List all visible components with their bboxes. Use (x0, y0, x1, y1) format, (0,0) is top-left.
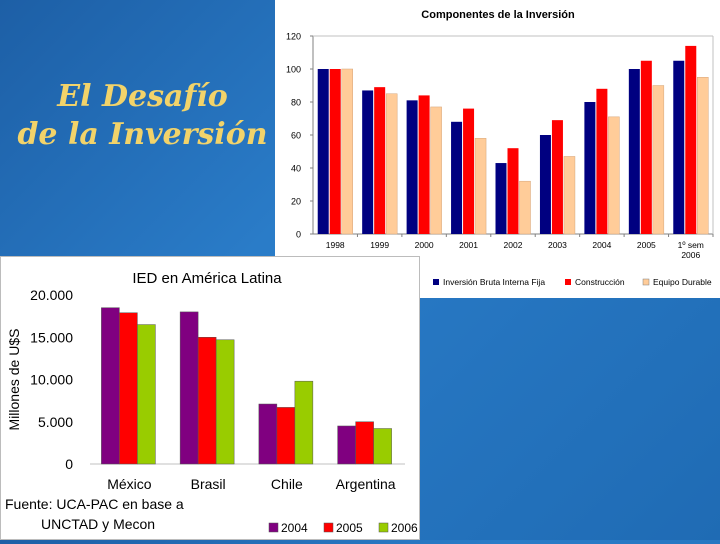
source-note-line-1: Fuente: UCA-PAC en base a (5, 496, 184, 512)
bar-3 (373, 428, 392, 465)
legend-label-3: Equipo Durable (653, 277, 712, 287)
bar-1 (495, 163, 507, 234)
bar-3 (519, 180, 531, 235)
bar-3 (215, 339, 235, 465)
fdi-latin-america-chart: IED en América Latina Millones de U$S 0 5.0… (5, 270, 418, 535)
legend-label-2: 2005 (336, 521, 363, 535)
bar-1 (362, 90, 374, 234)
y-tick-label: 10.000 (30, 372, 73, 388)
legend-swatch-1 (433, 279, 439, 285)
bar-1 (317, 69, 329, 234)
y-tick-label: 0 (296, 230, 301, 240)
bar-3 (563, 156, 576, 235)
bar-3 (137, 324, 156, 465)
legend-label-1: Inversión Bruta Interna Fija (443, 277, 545, 287)
source-note-line-2: UNCTAD y Mecon (41, 516, 155, 532)
chart-title: IED en América Latina (132, 270, 282, 287)
bar-2 (197, 337, 217, 465)
y-tick-label: 20 (291, 197, 301, 207)
bar-3 (608, 116, 620, 235)
y-tick-label: 60 (291, 131, 301, 141)
bar-2 (329, 69, 341, 234)
bar-1 (101, 307, 120, 465)
bar-3 (385, 93, 398, 235)
chart-title: Componentes de la Inversión (421, 9, 575, 21)
x-tick-label: 2004 (592, 240, 611, 250)
legend-label-1: 2004 (281, 521, 308, 535)
y-tick-label: 120 (286, 32, 301, 42)
bar-1 (673, 60, 685, 234)
bar-2 (463, 108, 475, 234)
legend-swatch-3 (378, 522, 389, 533)
bar-3 (697, 77, 709, 235)
bar-2 (596, 88, 608, 234)
legend-swatch-1 (268, 522, 279, 533)
bar-3 (430, 106, 442, 235)
legend-label-2: Construcción (575, 277, 625, 287)
y-axis-title: Millones de U$S (6, 329, 22, 431)
fdi-latin-america-chart-panel: IED en América Latina Millones de U$S 0 5.0… (0, 256, 420, 540)
bar-2 (507, 148, 519, 234)
slide-title-line-1: El Desafío (57, 79, 228, 114)
bar-1 (451, 121, 463, 234)
slide-title-line-2: de la Inversión (17, 117, 268, 152)
x-tick-label: 2000 (415, 240, 434, 250)
bar-2 (119, 312, 138, 465)
investment-components-chart-panel: Componentes de la Inversión 0 20 40 60 80 100 1… (275, 0, 720, 298)
y-tick-label: 100 (286, 65, 301, 75)
bar-3 (652, 85, 665, 235)
x-tick-label-part: 1º sem (678, 240, 704, 250)
x-tick-label: 1998 (326, 240, 345, 250)
x-tick-label: 2002 (504, 240, 523, 250)
bar-1 (584, 102, 596, 234)
bar-3 (341, 68, 353, 235)
x-tick-label: 2001 (459, 240, 478, 250)
y-tick-label: 15.000 (30, 329, 73, 345)
x-tick-label: Chile (271, 476, 303, 492)
bar-1 (406, 100, 418, 234)
x-tick-label-part: 2006 (681, 250, 700, 260)
bar-1 (539, 135, 551, 234)
x-tick-label: México (107, 476, 152, 492)
legend-swatch-3 (642, 278, 650, 286)
bar-1 (628, 69, 640, 234)
bar-1 (179, 311, 199, 465)
y-tick-label: 40 (291, 164, 301, 174)
bar-2 (276, 407, 296, 465)
x-tick-label: 1999 (370, 240, 389, 250)
bar-1 (337, 425, 356, 465)
bar-2 (551, 120, 563, 234)
bar-2 (685, 45, 697, 235)
x-tick-label: 2005 (637, 240, 656, 250)
bar-2 (355, 421, 374, 465)
legend-swatch-2 (565, 279, 571, 285)
bar-2 (374, 87, 386, 235)
y-tick-label: 80 (291, 98, 301, 108)
investment-components-chart: Componentes de la Inversión 0 20 40 60 80 100 1… (286, 9, 714, 287)
bar-2 (640, 60, 652, 234)
x-tick-label: Brasil (191, 476, 226, 492)
bar-3 (294, 380, 314, 465)
bar-1 (258, 403, 278, 465)
y-tick-label: 20.000 (30, 287, 73, 303)
x-tick-label: 2003 (548, 240, 567, 250)
bar-3 (474, 138, 487, 235)
y-tick-label: 5.000 (38, 414, 73, 430)
legend-label-3: 2006 (391, 521, 418, 535)
legend-swatch-2 (323, 522, 334, 533)
slide-title: El Desafío de la Inversión (10, 78, 275, 154)
x-tick-label: 1º sem 2006 (678, 240, 704, 260)
x-tick-label: Argentina (336, 476, 396, 492)
y-tick-label: 0 (65, 456, 73, 472)
bar-2 (418, 95, 430, 235)
